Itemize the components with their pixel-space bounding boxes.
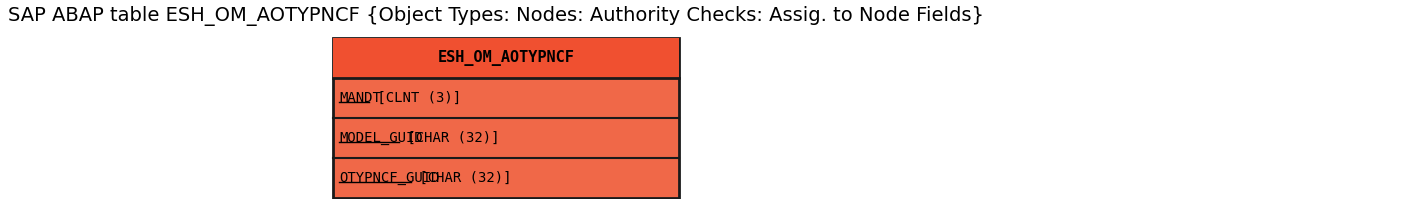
Text: [CHAR (32)]: [CHAR (32)] — [411, 171, 511, 185]
Text: [CLNT (3)]: [CLNT (3)] — [370, 91, 461, 105]
FancyBboxPatch shape — [332, 38, 679, 78]
Text: SAP ABAP table ESH_OM_AOTYPNCF {Object Types: Nodes: Authority Checks: Assig. to: SAP ABAP table ESH_OM_AOTYPNCF {Object T… — [9, 6, 985, 26]
Text: [CHAR (32)]: [CHAR (32)] — [400, 131, 499, 145]
Text: ESH_OM_AOTYPNCF: ESH_OM_AOTYPNCF — [438, 50, 575, 66]
Text: MANDT: MANDT — [340, 91, 381, 105]
FancyBboxPatch shape — [332, 38, 679, 198]
Text: OTYPNCF_GUID: OTYPNCF_GUID — [340, 171, 440, 185]
Text: MODEL_GUID: MODEL_GUID — [340, 131, 422, 145]
